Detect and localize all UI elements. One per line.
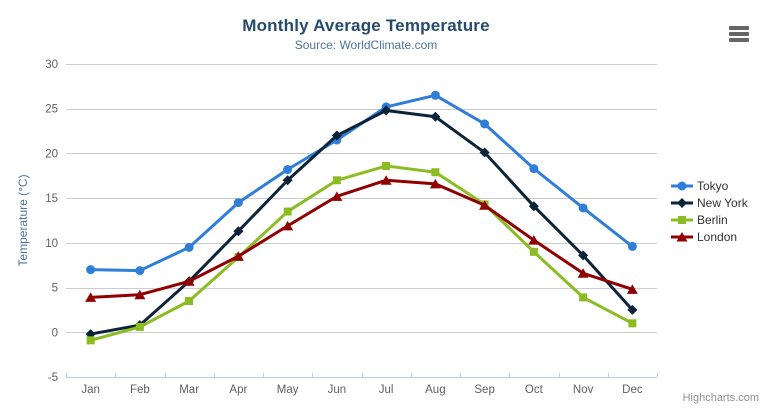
y-axis-label: -5 [48,372,58,384]
x-axis-label: Oct [525,384,544,396]
legend-marker-circle-icon [671,181,693,190]
x-axis-label: Jan [81,384,100,396]
data-point-berlin[interactable] [431,168,440,177]
data-point-tokyo[interactable] [233,198,243,208]
legend-item-berlin[interactable]: Berlin [671,211,748,228]
legend-symbol-london [676,231,688,241]
x-axis-label: Nov [573,384,594,396]
chart-title: Monthly Average Temperature [242,16,490,35]
data-point-new-york[interactable] [479,147,490,158]
y-axis-label: 10 [45,238,58,250]
legend-item-new-york[interactable]: New York [671,194,748,211]
data-point-new-york[interactable] [381,105,392,116]
data-point-london[interactable] [282,220,294,231]
credits-link[interactable]: Highcharts.com [682,392,759,404]
data-point-new-york[interactable] [627,304,638,315]
data-point-berlin[interactable] [628,319,637,328]
legend-marker-diamond-icon [671,197,693,208]
data-point-new-york[interactable] [528,201,539,212]
data-point-tokyo[interactable] [578,203,588,213]
data-point-london[interactable] [429,178,441,189]
x-axis-label: Sep [474,384,494,396]
x-axis-label: Jun [328,384,347,396]
series-line-new-york[interactable] [89,109,634,336]
series-line-berlin[interactable] [89,164,634,342]
data-point-tokyo[interactable] [430,90,440,100]
data-point-berlin[interactable] [135,322,144,331]
x-axis-label: Mar [179,384,199,396]
data-point-london[interactable] [134,289,146,300]
legend-symbol-berlin [678,215,686,224]
x-axis-label: Jul [379,384,394,396]
y-axis-label: 30 [45,59,58,71]
data-point-london[interactable] [626,284,638,294]
y-axis-label: 15 [45,193,58,205]
data-point-tokyo[interactable] [627,241,637,251]
data-point-tokyo[interactable] [480,119,490,129]
data-point-tokyo[interactable] [283,165,293,175]
data-point-tokyo[interactable] [184,242,194,252]
legend-symbol-new-york [677,197,687,208]
legend-item-tokyo[interactable]: Tokyo [671,177,748,194]
data-point-berlin[interactable] [529,247,538,256]
data-point-new-york[interactable] [578,250,589,261]
x-axis-label: Aug [425,384,445,396]
data-point-tokyo[interactable] [135,266,145,276]
data-point-london[interactable] [380,175,392,185]
export-menu-button[interactable] [724,22,754,46]
legend-label: London [697,229,738,244]
x-axis-label: Feb [130,384,150,396]
data-point-new-york[interactable] [282,175,293,186]
data-point-berlin[interactable] [185,296,194,305]
y-axis-label: 25 [45,104,58,116]
y-axis-title: Temperature (°C) [16,174,30,266]
data-point-new-york[interactable] [233,226,244,237]
data-point-tokyo[interactable] [529,164,539,174]
hamburger-icon [729,26,749,42]
x-axis-label: Dec [622,384,643,396]
data-point-new-york[interactable] [331,130,342,141]
series-line-london[interactable] [89,178,634,299]
x-axis-label: Apr [229,384,247,396]
data-point-new-york[interactable] [430,111,441,122]
data-point-berlin[interactable] [283,207,292,216]
legend-item-london[interactable]: London [671,228,748,245]
data-point-london[interactable] [331,191,343,201]
data-point-london[interactable] [479,200,491,210]
legend-marker-triangle-icon [671,231,693,241]
data-point-london[interactable] [232,251,244,261]
data-point-london[interactable] [85,292,97,302]
legend-marker-square-icon [671,215,693,224]
data-point-tokyo[interactable] [86,265,96,275]
y-axis-label: 5 [52,283,58,295]
data-point-berlin[interactable] [579,293,588,302]
legend-label: New York [697,195,748,210]
data-point-london[interactable] [183,276,195,286]
data-point-london[interactable] [528,235,540,245]
legend-label: Tokyo [697,178,729,193]
chart-subtitle: Source: WorldClimate.com [294,38,438,52]
y-axis-label: 0 [52,327,58,339]
y-axis-label: 20 [45,148,58,160]
data-point-london[interactable] [577,268,589,278]
data-point-berlin[interactable] [332,176,341,185]
x-axis-label: May [277,384,299,396]
legend-symbol-tokyo [677,181,687,190]
data-point-berlin[interactable] [86,336,95,345]
data-point-berlin[interactable] [382,161,391,170]
legend-label: Berlin [697,212,728,227]
legend: Tokyo New York Berlin London [671,177,748,245]
